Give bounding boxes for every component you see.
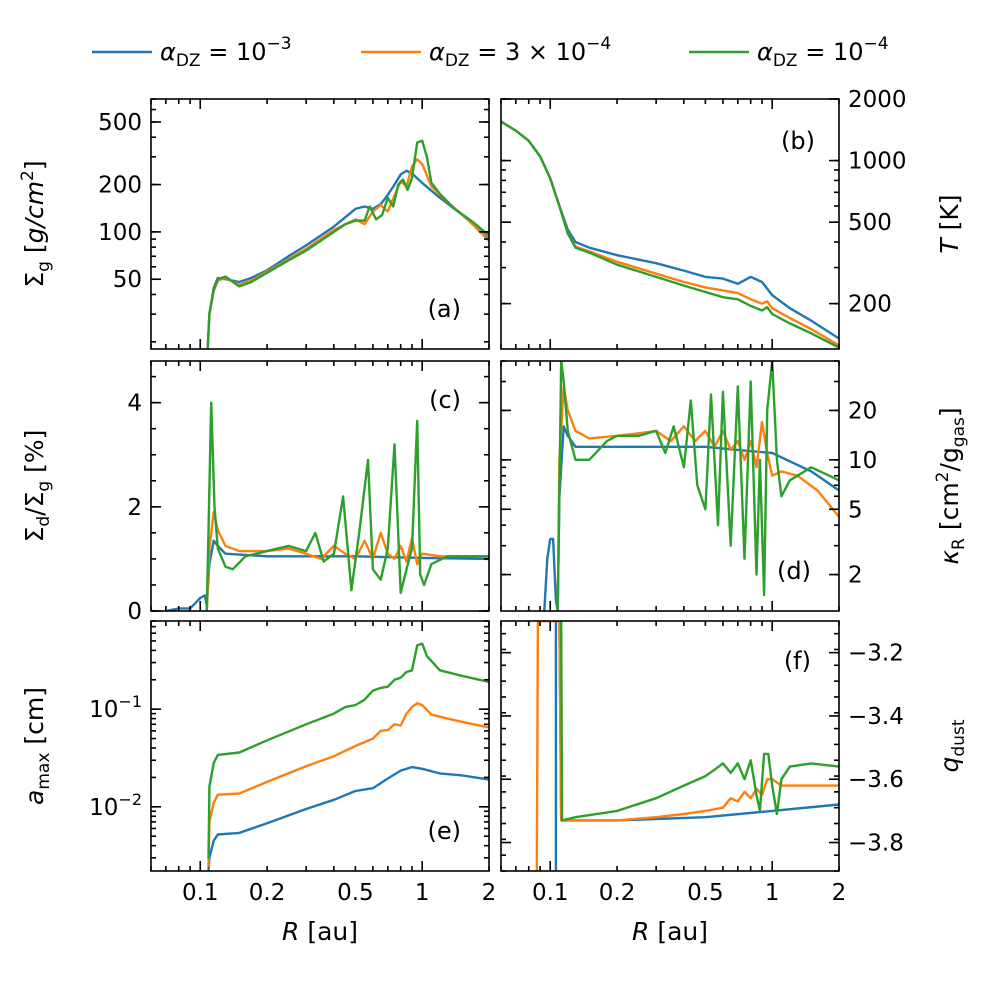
panel-label: (f) (784, 647, 811, 675)
plot-frame (150, 620, 490, 872)
y-tick-label: −3.4 (848, 704, 904, 730)
x-tick-label: 2 (482, 880, 497, 906)
y-axis-label: qdust (935, 719, 969, 772)
tick-group (150, 620, 490, 871)
plot-frame (150, 98, 490, 350)
series-group (207, 642, 489, 871)
series-line-1 (207, 765, 489, 871)
x-tick-label: 0.2 (599, 880, 636, 906)
panel-f: 0.1 0.2 0.5 1 2 R [au] −3.8 −3.6 −3.4 −3.2 (f) qdus… (500, 620, 969, 946)
tick-group (500, 360, 840, 611)
panel-label: (c) (429, 386, 461, 414)
series-line-3 (206, 139, 489, 349)
y-tick-label: 200 (848, 292, 892, 318)
y-tick-label: −3.8 (848, 831, 904, 857)
tick-group (500, 98, 840, 349)
y-tick-label: 500 (848, 210, 892, 236)
y-tick-label: 100 (98, 220, 142, 246)
x-tick-label: 0.2 (249, 880, 286, 906)
y-tick-label: 10 (848, 448, 877, 474)
y-tick-label: 10−2 (89, 790, 142, 821)
y-tick-label: 200 (98, 173, 142, 199)
x-tick-label: 1 (765, 880, 780, 906)
x-tick-label: 0.5 (687, 880, 724, 906)
panel-label: (a) (428, 295, 461, 323)
y-axis-label: amax [cm] (20, 687, 54, 805)
x-tick-label: 0.1 (182, 880, 219, 906)
y-axis-label: κR [cm2/ggas] (933, 407, 969, 564)
series-group (535, 621, 839, 871)
tick-group (150, 98, 490, 349)
y-axis-label: Σd/Σg [%] (20, 430, 54, 543)
series-group (164, 401, 489, 611)
y-tick-label: 0 (127, 599, 142, 625)
plot-frame (500, 620, 840, 872)
y-tick-label: 2 (848, 563, 863, 589)
x-axis-label: R [au] (282, 917, 358, 946)
series-line-3 (205, 401, 489, 611)
panel-e: 0.1 0.2 0.5 1 2 R [au] 10−2 10−1 (e) amax [cm] (20, 620, 497, 946)
y-tick-label: 50 (113, 267, 142, 293)
y-axis-label: Σg [g/cm2] (18, 160, 54, 287)
legend-label: αDZ = 3 × 10−4 (429, 34, 611, 71)
tick-group (150, 361, 490, 612)
legend: αDZ = 10−3 αDZ = 3 × 10−4 αDZ = 10−4 (92, 34, 889, 71)
series-group (543, 361, 839, 611)
panel-label: (b) (781, 127, 815, 155)
x-tick-label: 0.5 (337, 880, 374, 906)
y-tick-label: 2 (127, 495, 142, 521)
legend-item-a4: αDZ = 10−4 (689, 34, 889, 71)
series-group (501, 120, 839, 349)
series-line-3 (560, 621, 839, 822)
series-line-3 (501, 120, 839, 349)
plot-frame (150, 360, 490, 612)
series-group (206, 139, 489, 349)
y-tick-label: 20 (848, 398, 877, 424)
plot-frame (500, 98, 840, 350)
panel-a: 50 100 200 500 (a) Σg [g/cm2] (18, 98, 490, 350)
y-tick-label: −3.6 (848, 767, 904, 793)
tick-group (500, 621, 840, 872)
legend-label: αDZ = 10−4 (757, 34, 889, 71)
legend-label: αDZ = 10−3 (160, 34, 292, 71)
y-tick-label: 2000 (848, 87, 907, 113)
y-axis-label: T [K] (935, 194, 964, 253)
panel-c: 0 2 4 (c) Σd/Σg [%] (20, 360, 490, 625)
y-tick-label: 5 (848, 497, 863, 523)
x-tick-label: 1 (415, 880, 430, 906)
y-tick-label: 4 (127, 391, 142, 417)
y-tick-label: −3.2 (848, 641, 904, 667)
y-tick-label: 10−1 (89, 692, 142, 723)
x-axis-label: R [au] (632, 917, 708, 946)
y-tick-label: 1000 (848, 149, 907, 175)
panel-d: 2 5 10 20 (d) κR [cm2/ggas] (500, 360, 969, 612)
y-tick-label: 500 (98, 110, 142, 136)
series-line-3 (556, 361, 839, 611)
panel-label: (d) (777, 557, 811, 585)
series-line-3 (207, 642, 489, 859)
panel-label: (e) (428, 817, 462, 845)
x-tick-label: 2 (832, 880, 847, 906)
series-line-2 (207, 702, 489, 867)
legend-item-a34: αDZ = 3 × 10−4 (361, 34, 611, 71)
panel-b: 200 500 1000 2000 (b) T [K] (500, 87, 964, 350)
legend-item-a3: αDZ = 10−3 (92, 34, 292, 71)
x-tick-label: 0.1 (532, 880, 569, 906)
series-line-2 (501, 120, 839, 347)
